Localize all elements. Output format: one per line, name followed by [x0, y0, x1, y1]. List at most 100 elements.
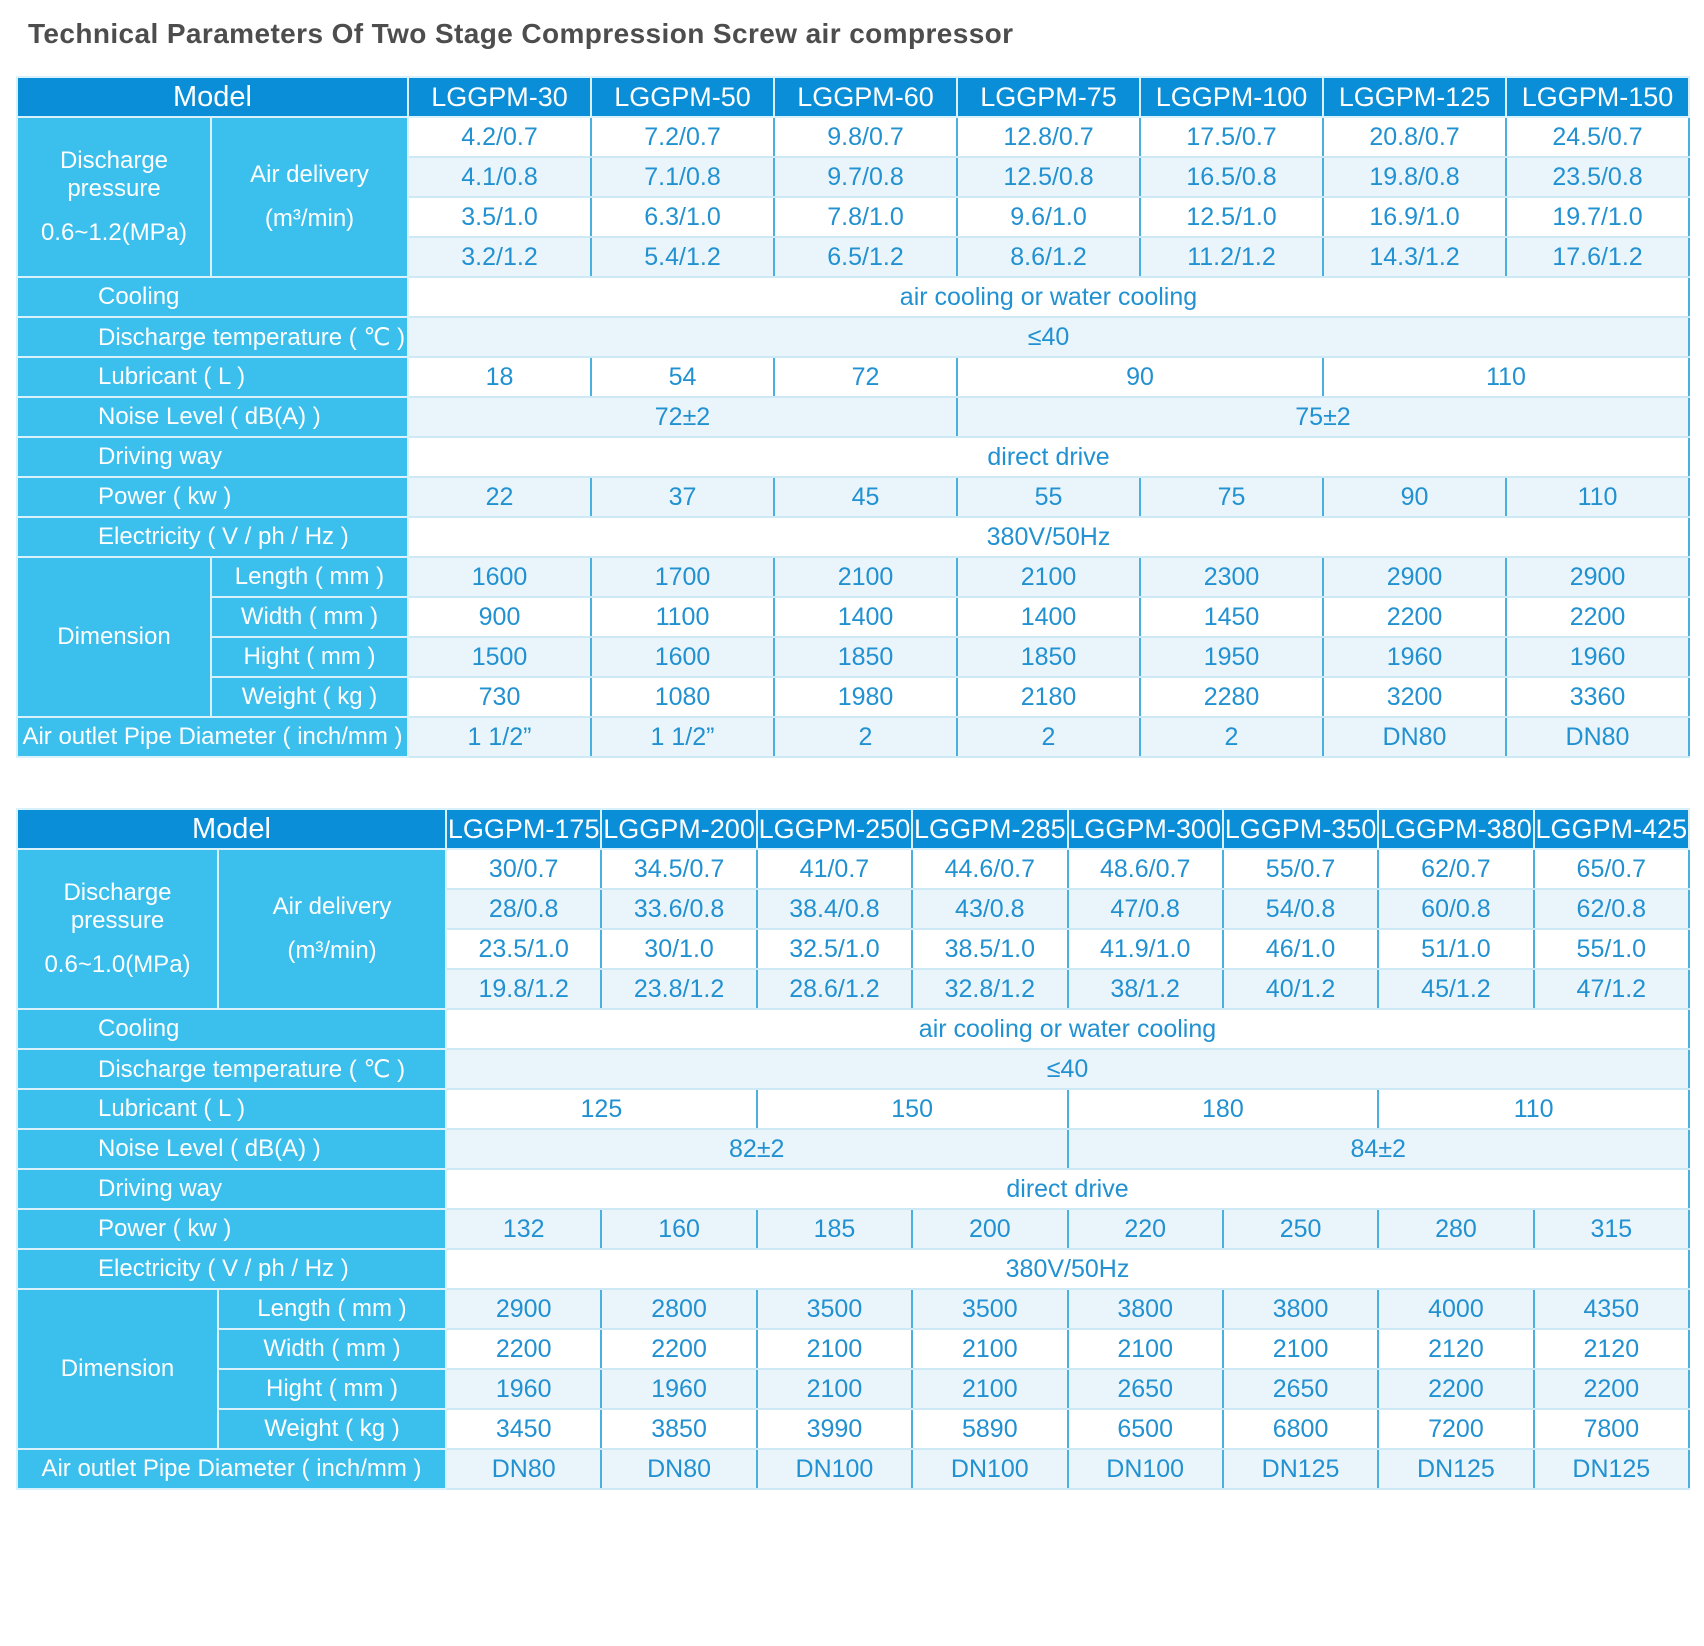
row-label-cell: Power ( kw ) [16, 1208, 447, 1250]
air-delivery-value-cell: 41/0.7 [755, 849, 914, 890]
dimension-value-cell: 1400 [956, 597, 1141, 638]
dimension-value-cell: 2100 [911, 1369, 1069, 1410]
air-delivery-value-cell: 43/0.8 [911, 889, 1069, 930]
row-label-cell: Power ( kw ) [16, 476, 409, 518]
spec-row: Electricity ( V / ph / Hz ) 380V/50Hz [16, 516, 1690, 558]
dimension-value-cell: 7800 [1532, 1409, 1691, 1450]
air-outlet-value-cell: DN80 [600, 1449, 758, 1490]
dimension-value-cell: 1700 [590, 557, 775, 598]
dimension-value-cell: 3800 [1066, 1289, 1224, 1330]
air-delivery-value-cell: 9.7/0.8 [773, 157, 958, 198]
air-delivery-value-cell: 3.5/1.0 [407, 197, 592, 238]
row-label-cell: Lubricant ( L ) [16, 356, 409, 398]
dimension-row: Dimension Length ( mm ) 1600 1700 2100 2100 23… [16, 556, 1690, 718]
air-outlet-value-cell: 2 [773, 717, 958, 758]
dimension-value-cell: 1980 [773, 677, 958, 718]
model-header-row: Model LGGPM-175 LGGPM-200 LGGPM-250 LGGPM-28… [16, 808, 1691, 850]
row-value-cell: 110 [1505, 477, 1690, 518]
dimension-value-cell: 2800 [600, 1289, 758, 1330]
air-delivery-value-cell: 11.2/1.2 [1139, 237, 1324, 278]
row-value-cell: 380V/50Hz [445, 1249, 1690, 1290]
dimension-sub-label-cell: Hight ( mm ) [217, 1368, 447, 1410]
row-label-cell: Cooling [16, 1008, 447, 1050]
row-value-cell: 280 [1377, 1209, 1535, 1250]
dimension-label-cell: Dimension [16, 1288, 219, 1450]
dimension-value-cell: 5890 [911, 1409, 1069, 1450]
dimension-value-cell: 2300 [1139, 557, 1324, 598]
dimension-sub-label-cell: Weight ( kg ) [217, 1408, 447, 1450]
row-value-cell: 54 [590, 357, 775, 398]
dimension-value-cell: 2100 [773, 557, 958, 598]
air-delivery-label-cell: Air delivery (m³/min) [210, 116, 409, 278]
air-outlet-value-cell: DN80 [1322, 717, 1507, 758]
dimension-value-cell: 2900 [1322, 557, 1507, 598]
air-delivery-value-cell: 60/0.8 [1377, 889, 1535, 930]
air-delivery-value-cell: 23.5/0.8 [1505, 157, 1690, 198]
dimension-value-cell: 1960 [1322, 637, 1507, 678]
model-name-cell: LGGPM-125 [1322, 76, 1507, 118]
label-line-1: Discharge pressure [59, 147, 169, 202]
row-label-cell: Discharge temperature ( ℃ ) [16, 316, 409, 358]
label-line-1: Air delivery [250, 161, 369, 188]
dimension-sub-label-cell: Width ( mm ) [210, 596, 409, 638]
spec-row: Driving way direct drive [16, 436, 1690, 478]
row-value-cell: 82±2 [445, 1129, 1069, 1170]
air-delivery-value-cell: 47/0.8 [1066, 889, 1224, 930]
model-name-cell: LGGPM-250 [755, 808, 914, 850]
spec-table-large-models: Model LGGPM-175 LGGPM-200 LGGPM-250 LGGPM-28… [16, 808, 1691, 1490]
model-name-cell: LGGPM-150 [1505, 76, 1690, 118]
row-label-cell: Electricity ( V / ph / Hz ) [16, 1248, 447, 1290]
model-name-cell: LGGPM-100 [1139, 76, 1324, 118]
dimension-value-cell: 2200 [600, 1329, 758, 1370]
spec-row: Lubricant ( L ) 18 54 72 90 110 [16, 356, 1690, 398]
air-delivery-value-cell: 24.5/0.7 [1505, 117, 1690, 158]
air-delivery-row: Discharge pressure 0.6~1.0(MPa) Air delive… [16, 848, 1691, 1010]
dimension-value-cell: 6800 [1221, 1409, 1380, 1450]
air-delivery-value-cell: 20.8/0.7 [1322, 117, 1507, 158]
dimension-value-cell: 2100 [911, 1329, 1069, 1370]
dimension-value-cell: 7200 [1377, 1409, 1535, 1450]
dimension-value-cell: 2650 [1221, 1369, 1380, 1410]
row-value-cell: ≤40 [445, 1049, 1690, 1090]
air-outlet-row: Air outlet Pipe Diameter ( inch/mm ) 1 1/… [16, 716, 1690, 758]
model-header-row: Model LGGPM-30 LGGPM-50 LGGPM-60 LGGPM-75 LGG… [16, 76, 1690, 118]
dimension-value-cell: 2120 [1377, 1329, 1535, 1370]
air-delivery-value-cell: 55/1.0 [1532, 929, 1691, 970]
model-name-cell: LGGPM-285 [911, 808, 1069, 850]
air-outlet-value-cell: DN80 [444, 1449, 603, 1490]
discharge-pressure-label-cell: Discharge pressure 0.6~1.0(MPa) [16, 848, 219, 1010]
air-delivery-value-cell: 33.6/0.8 [600, 889, 758, 930]
spec-row: Noise Level ( dB(A) ) 72±2 75±2 [16, 396, 1690, 438]
air-outlet-value-cell: DN100 [1066, 1449, 1224, 1490]
spec-row: Discharge temperature ( ℃ ) ≤40 [16, 1048, 1690, 1090]
air-delivery-row: 4.1/0.8 7.1/0.8 9.7/0.8 12.5/0.8 16.5/0.8 19.… [17, 157, 1690, 198]
dimension-value-cell: 3360 [1505, 677, 1690, 718]
dimension-value-cell: 3850 [600, 1409, 758, 1450]
air-delivery-value-cell: 6.3/1.0 [590, 197, 775, 238]
row-label-cell: Driving way [16, 1168, 447, 1210]
dimension-sub-label-cell: Weight ( kg ) [210, 676, 409, 718]
dimension-value-cell: 2100 [755, 1369, 914, 1410]
label-line-2: (m³/min) [287, 937, 377, 964]
air-delivery-value-cell: 4.1/0.8 [407, 157, 592, 198]
dimension-value-cell: 2900 [444, 1289, 603, 1330]
row-value-cell: 72±2 [407, 397, 958, 438]
dimension-value-cell: 2200 [1532, 1369, 1691, 1410]
dimension-value-cell: 1960 [600, 1369, 758, 1410]
model-header-cell: Model [16, 808, 447, 850]
dimension-value-cell: 1950 [1139, 637, 1324, 678]
spec-tables-container: Model LGGPM-30 LGGPM-50 LGGPM-60 LGGPM-75 LGG… [16, 76, 1691, 1490]
air-delivery-row: 28/0.8 33.6/0.8 38.4/0.8 43/0.8 47/0.8 54/0.8… [17, 889, 1691, 930]
row-value-cell: 220 [1066, 1209, 1224, 1250]
air-delivery-value-cell: 14.3/1.2 [1322, 237, 1507, 278]
discharge-pressure-label-cell: Discharge pressure 0.6~1.2(MPa) [16, 116, 212, 278]
air-outlet-value-cell: 1 1/2” [407, 717, 592, 758]
spec-row: Electricity ( V / ph / Hz ) 380V/50Hz [16, 1248, 1690, 1290]
spec-row: Cooling air cooling or water cooling [16, 1008, 1690, 1050]
air-outlet-label-cell: Air outlet Pipe Diameter ( inch/mm ) [16, 716, 409, 758]
air-outlet-label-cell: Air outlet Pipe Diameter ( inch/mm ) [16, 1448, 447, 1490]
air-delivery-value-cell: 54/0.8 [1221, 889, 1380, 930]
row-value-cell: 18 [407, 357, 592, 398]
dimension-row: Width ( mm ) 2200 2200 2100 2100 2100 2100 2120… [17, 1328, 1691, 1370]
row-value-cell: 90 [956, 357, 1324, 398]
